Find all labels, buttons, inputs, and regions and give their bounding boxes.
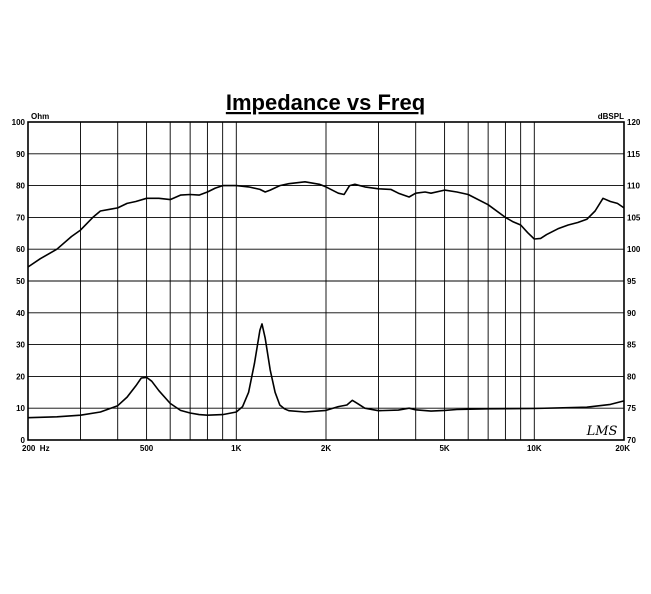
right-tick-label: 85 xyxy=(627,341,636,350)
x-tick-label: 1K xyxy=(231,444,241,453)
left-axis-unit: Ohm xyxy=(31,112,49,121)
x-tick-label: 20K xyxy=(615,444,630,453)
right-axis-unit: dBSPL xyxy=(598,112,624,121)
x-tick-label: 10K xyxy=(527,444,542,453)
tick-labels: 0 10 20 30 40 50 60 70 80 90 100 70 75 80 85 90 95 100 105… xyxy=(12,118,641,453)
plot-frame xyxy=(27,121,625,441)
left-tick-label: 90 xyxy=(16,150,25,159)
series-layer xyxy=(27,181,625,419)
left-tick-label: 40 xyxy=(16,309,25,318)
impedance-curve xyxy=(27,323,625,419)
left-tick-label: 50 xyxy=(16,277,25,286)
x-tick-label: 2K xyxy=(321,444,331,453)
right-tick-label: 70 xyxy=(627,436,636,445)
right-tick-label: 120 xyxy=(627,118,641,127)
right-tick-label: 105 xyxy=(627,213,641,222)
left-tick-label: 70 xyxy=(16,213,25,222)
right-tick-label: 90 xyxy=(627,309,636,318)
left-tick-label: 100 xyxy=(12,118,26,127)
lms-watermark: LMS xyxy=(586,424,618,439)
right-tick-label: 95 xyxy=(627,277,636,286)
left-tick-label: 30 xyxy=(16,341,25,350)
x-tick-label: 200 Hz xyxy=(22,444,50,453)
left-tick-label: 20 xyxy=(16,372,25,381)
right-tick-label: 115 xyxy=(627,150,640,159)
right-tick-label: 110 xyxy=(627,182,640,191)
x-tick-label: 500 xyxy=(140,444,154,453)
left-tick-label: 60 xyxy=(16,245,25,254)
left-tick-label: 0 xyxy=(21,436,26,445)
chart-title: Impedance vs Freq xyxy=(226,90,425,115)
right-tick-label: 75 xyxy=(627,404,636,413)
left-tick-label: 80 xyxy=(16,182,25,191)
x-tick-label: 5K xyxy=(439,444,449,453)
left-tick-label: 10 xyxy=(16,404,25,413)
grid xyxy=(28,122,624,440)
right-tick-label: 80 xyxy=(627,372,636,381)
spl-response-curve xyxy=(27,181,625,268)
right-tick-label: 100 xyxy=(627,245,641,254)
